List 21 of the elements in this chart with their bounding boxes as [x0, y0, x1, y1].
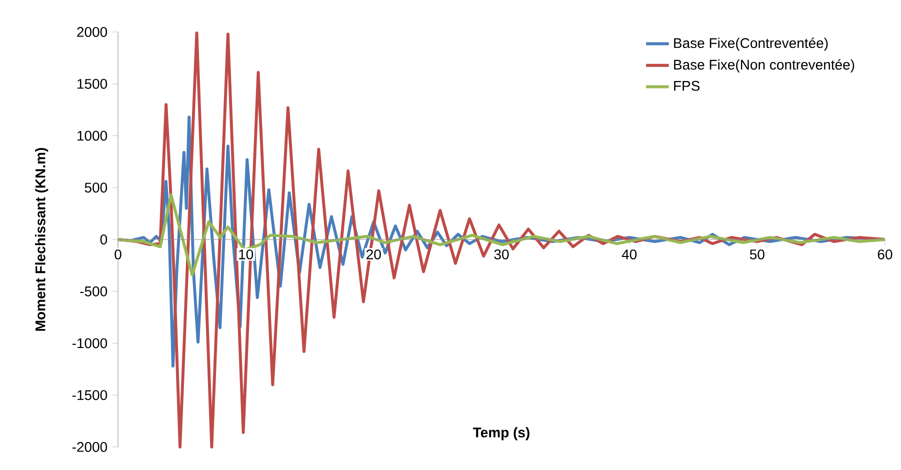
legend-label: FPS	[674, 80, 700, 91]
legend-label: Base Fixe(Non contreventée)	[674, 59, 854, 72]
y-axis-title: Moment Flechissant (KN.m)	[35, 148, 48, 331]
y-tick-label: -1500	[72, 390, 108, 400]
x-axis-title: Temp (s)	[473, 427, 530, 440]
x-tick-label: 60	[878, 249, 892, 260]
y-tick-label: 0	[100, 234, 108, 244]
legend-label: Base Fixe(Contreventée)	[674, 38, 828, 51]
y-tick-label: 1500	[78, 78, 108, 89]
y-tick-label: 500	[84, 182, 108, 193]
y-tick-label: -1000	[72, 338, 108, 348]
y-tick-label: 2000	[77, 27, 108, 37]
x-tick-label: 0	[114, 249, 122, 260]
x-tick-label: 40	[622, 249, 637, 260]
y-tick-label: -500	[80, 286, 108, 296]
x-tick-label: 30	[494, 249, 509, 260]
x-tick-label: 10	[239, 249, 254, 260]
x-tick-label: 50	[750, 249, 764, 260]
y-tick-label: -2000	[72, 442, 108, 452]
x-tick-label: 20	[366, 249, 381, 260]
y-tick-label: 1000	[78, 130, 108, 141]
